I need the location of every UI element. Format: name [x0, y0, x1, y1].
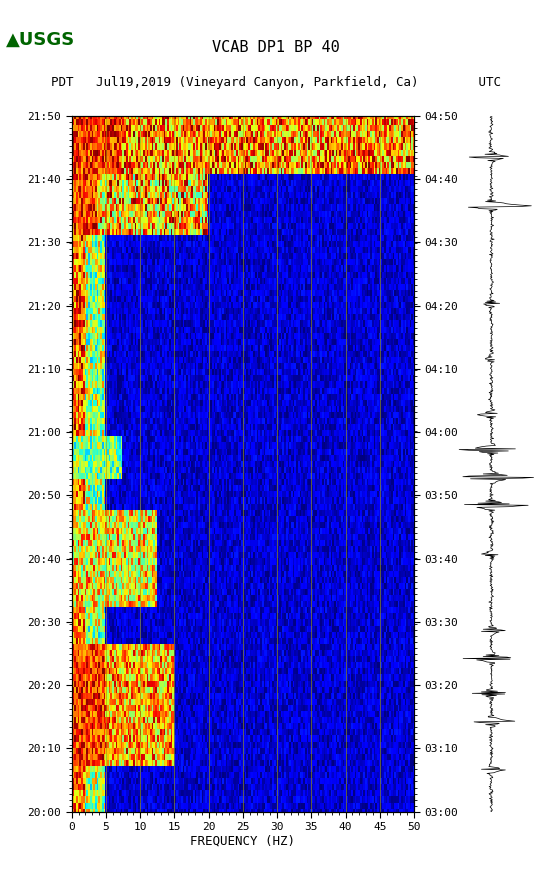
- X-axis label: FREQUENCY (HZ): FREQUENCY (HZ): [190, 835, 295, 848]
- Text: VCAB DP1 BP 40: VCAB DP1 BP 40: [212, 40, 340, 55]
- Text: PDT   Jul19,2019 (Vineyard Canyon, Parkfield, Ca)        UTC: PDT Jul19,2019 (Vineyard Canyon, Parkfie…: [51, 76, 501, 89]
- Text: ▲USGS: ▲USGS: [6, 31, 75, 49]
